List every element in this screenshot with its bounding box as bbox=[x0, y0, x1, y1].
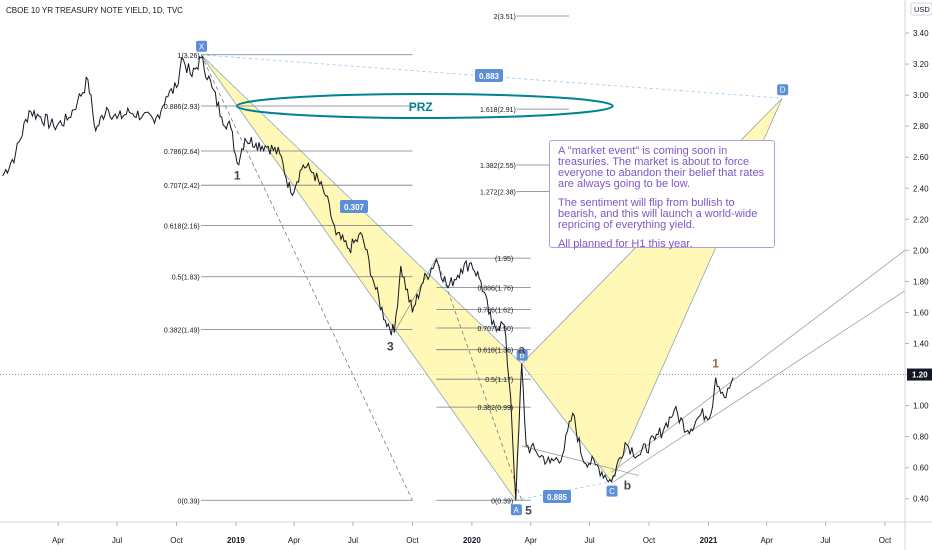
channel-lower bbox=[611, 290, 906, 484]
ratio-xd-badge bbox=[475, 69, 503, 82]
diag-xd bbox=[201, 54, 783, 99]
x-tick-label: Apr bbox=[760, 536, 773, 545]
y-tick-label: 2.40 bbox=[913, 184, 929, 193]
pattern-point-label: A bbox=[514, 506, 520, 515]
comment-note[interactable]: A "market event" is coming soon in treas… bbox=[549, 140, 775, 250]
fib-ext-label: 1.382(2.55) bbox=[480, 163, 516, 170]
fib-left-label: 0(0.39) bbox=[178, 498, 200, 505]
wave-label: b bbox=[624, 479, 631, 493]
fib-ext-label: 2(3.51) bbox=[494, 14, 516, 21]
pattern-point-badge bbox=[516, 349, 528, 361]
fib-mid-label: 0(0.39) bbox=[491, 498, 513, 505]
currency-label: USD bbox=[914, 5, 930, 14]
fib-mid-label: 0.786(1.62) bbox=[477, 307, 513, 314]
y-tick-label: 2.20 bbox=[913, 215, 929, 224]
note-paragraph: The sentiment will flip from bullish to … bbox=[558, 197, 758, 231]
ratio-xb: 0.307 bbox=[344, 203, 365, 212]
x-tick-label: Oct bbox=[643, 536, 656, 545]
price-line bbox=[2, 55, 734, 501]
wave-label: 3 bbox=[387, 340, 394, 354]
y-tick-label: 3.40 bbox=[913, 29, 929, 38]
fib-mid-label: 0.707(1.50) bbox=[477, 326, 513, 333]
prz-label: PRZ bbox=[409, 100, 433, 114]
ratio-xd: 0.883 bbox=[479, 72, 500, 81]
y-tick-label: 1.00 bbox=[913, 402, 929, 411]
y-tick-label: 3.20 bbox=[913, 60, 929, 69]
chart-title: CBOE 10 YR TREASURY NOTE YIELD, 1D, TVC bbox=[6, 6, 183, 15]
pattern-point-badge bbox=[196, 40, 208, 52]
x-tick-label: 2020 bbox=[463, 536, 481, 545]
fib-left-label: 0.618(2.16) bbox=[164, 224, 200, 231]
fib-levels: 1(3.26) 0.886(2.93) 0.786(2.64) 0.707(2.42)… bbox=[164, 14, 569, 505]
y-tick-label: 2.00 bbox=[913, 246, 929, 255]
fib-left-label: 0.382(1.49) bbox=[164, 328, 200, 335]
x-tick-label: Oct bbox=[879, 536, 892, 545]
fib-mid-label: 0.886(1.76) bbox=[477, 286, 513, 293]
pattern-point-label: D bbox=[780, 86, 786, 95]
pattern-point-label: X bbox=[199, 42, 205, 51]
y-tick-label: 0.60 bbox=[913, 464, 929, 473]
current-price-tag bbox=[907, 368, 932, 381]
x-tick-label: Oct bbox=[170, 536, 183, 545]
wave-label: a bbox=[518, 343, 525, 357]
ratio-ac-badge bbox=[543, 490, 571, 503]
pattern-point-badge bbox=[777, 84, 789, 96]
pattern-point-badge bbox=[606, 485, 618, 497]
note-paragraph: All planned for H1 this year. bbox=[558, 238, 693, 250]
pattern-xab bbox=[200, 54, 523, 502]
ratio-ac: 0.885 bbox=[547, 493, 568, 502]
fib-left-label: 0.786(2.64) bbox=[164, 149, 200, 156]
fib-mid-label: 0.5(1.17) bbox=[485, 377, 513, 384]
ratio-xb-badge bbox=[340, 200, 368, 213]
fib-ext-label: 1.272(2.38) bbox=[480, 189, 516, 196]
y-tick-label: 0.40 bbox=[913, 495, 929, 504]
dashed-trendline bbox=[200, 54, 413, 501]
x-tick-label: Jul bbox=[112, 536, 122, 545]
wave-label: 1 bbox=[712, 357, 719, 371]
harmonic-pattern: PRZ bbox=[200, 54, 783, 502]
y-tick-label: 0.80 bbox=[913, 433, 929, 442]
x-tick-label: Jul bbox=[584, 536, 594, 545]
note-paragraph: A "market event" is coming soon in treas… bbox=[558, 145, 765, 190]
fib-mid-label: (1.95) bbox=[495, 256, 513, 263]
x-tick-label: Apr bbox=[52, 536, 65, 545]
current-price-label: 1.20 bbox=[912, 371, 928, 380]
x-tick-label: Jul bbox=[348, 536, 358, 545]
x-tick-label: Jul bbox=[820, 536, 830, 545]
x-tick-label: 2019 bbox=[227, 536, 245, 545]
y-tick-label: 1.60 bbox=[913, 308, 929, 317]
wave-label: 1 bbox=[234, 168, 241, 182]
fib-ext-label: 1.618(2.91) bbox=[480, 107, 516, 114]
fib-left-label: 0.5(1.83) bbox=[172, 275, 200, 282]
y-tick-label: 1.40 bbox=[913, 339, 929, 348]
x-tick-label: 2021 bbox=[700, 536, 718, 545]
currency-box[interactable] bbox=[910, 2, 932, 16]
y-tick-label: 3.00 bbox=[913, 91, 929, 100]
wave-label: 5 bbox=[525, 503, 532, 517]
pattern-point-label: C bbox=[609, 487, 615, 496]
x-tick-label: Oct bbox=[406, 536, 419, 545]
x-tick-label: Apr bbox=[288, 536, 301, 545]
y-tick-label: 2.80 bbox=[913, 122, 929, 131]
fib-left-label: 0.886(2.93) bbox=[164, 104, 200, 111]
y-tick-label: 2.60 bbox=[913, 153, 929, 162]
channel-base bbox=[521, 445, 639, 476]
pattern-point-label: B bbox=[519, 351, 524, 360]
x-tick-label: Apr bbox=[524, 536, 537, 545]
fib-left-label: 1(3.26) bbox=[178, 53, 200, 60]
price-series-layer bbox=[2, 55, 734, 501]
fib-mid-label: 0.618(1.36) bbox=[477, 348, 513, 355]
fib-mid-label: 0.382(0.99) bbox=[477, 405, 513, 412]
fib-left-label: 0.707(2.42) bbox=[164, 183, 200, 190]
wave-connector bbox=[394, 257, 437, 333]
point-labels: 0.307 0.883 0.885 X A B C D 1 3 5 a b 1 bbox=[196, 40, 789, 517]
pattern-point-badge bbox=[510, 504, 522, 516]
y-tick-label: 1.80 bbox=[913, 277, 929, 286]
